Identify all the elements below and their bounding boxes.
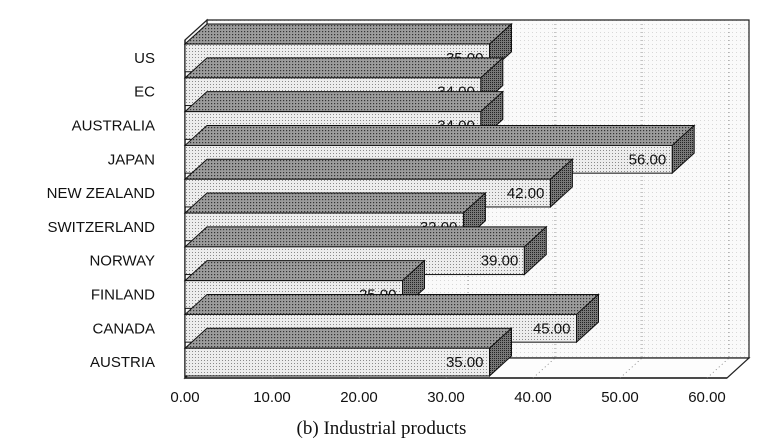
- x-tick-label: 30.00: [427, 389, 465, 406]
- bar-top: [183, 23, 513, 45]
- category-labels: US EC AUSTRALIA JAPAN NEW ZEALAND SWITZERLAND…: [47, 50, 156, 371]
- bar-top: [183, 124, 696, 146]
- category-label: JAPAN: [108, 151, 155, 168]
- data-label: 42.00: [507, 185, 545, 202]
- x-tick-label: 20.00: [340, 389, 378, 406]
- bar-top: [183, 226, 548, 248]
- category-label: EC: [134, 84, 155, 101]
- x-tick-labels: 0.00 10.00 20.00 30.00 40.00 50.00 60.00: [170, 389, 725, 406]
- category-label: CANADA: [92, 320, 155, 337]
- data-label: 56.00: [629, 151, 667, 168]
- data-label: 45.00: [533, 320, 571, 337]
- x-tick-label: 50.00: [601, 389, 639, 406]
- category-label: AUSTRALIA: [72, 118, 155, 135]
- category-label: US: [134, 50, 155, 67]
- gridline: [532, 357, 556, 379]
- data-label: 35.00: [446, 354, 484, 371]
- bar-top: [183, 293, 600, 315]
- bar-top: [183, 260, 426, 282]
- bar-front: [184, 347, 490, 377]
- x-tick-label: 60.00: [688, 389, 726, 406]
- x-tick-label: 40.00: [514, 389, 552, 406]
- bar-top: [183, 327, 513, 349]
- bar-top: [183, 91, 505, 113]
- gridline: [619, 357, 643, 379]
- gridline: [706, 357, 730, 379]
- figure-caption: (b) Industrial products: [296, 418, 467, 439]
- bars: 35.0034.0034.0056.0042.0032.0039.0025.00…: [183, 22, 696, 378]
- bar-top: [183, 57, 505, 79]
- data-label: 39.00: [481, 253, 519, 270]
- bar-top: [183, 192, 487, 214]
- bar-austria: 35.00: [183, 327, 513, 378]
- category-label: NORWAY: [89, 253, 155, 270]
- x-tick-label: 10.00: [253, 389, 291, 406]
- bar-top: [183, 158, 574, 180]
- category-label: SWITZERLAND: [47, 219, 155, 236]
- category-label: NEW ZEALAND: [47, 185, 156, 202]
- category-label: FINLAND: [91, 287, 155, 304]
- x-tick-label: 0.00: [170, 389, 199, 406]
- category-label: AUSTRIA: [90, 354, 155, 371]
